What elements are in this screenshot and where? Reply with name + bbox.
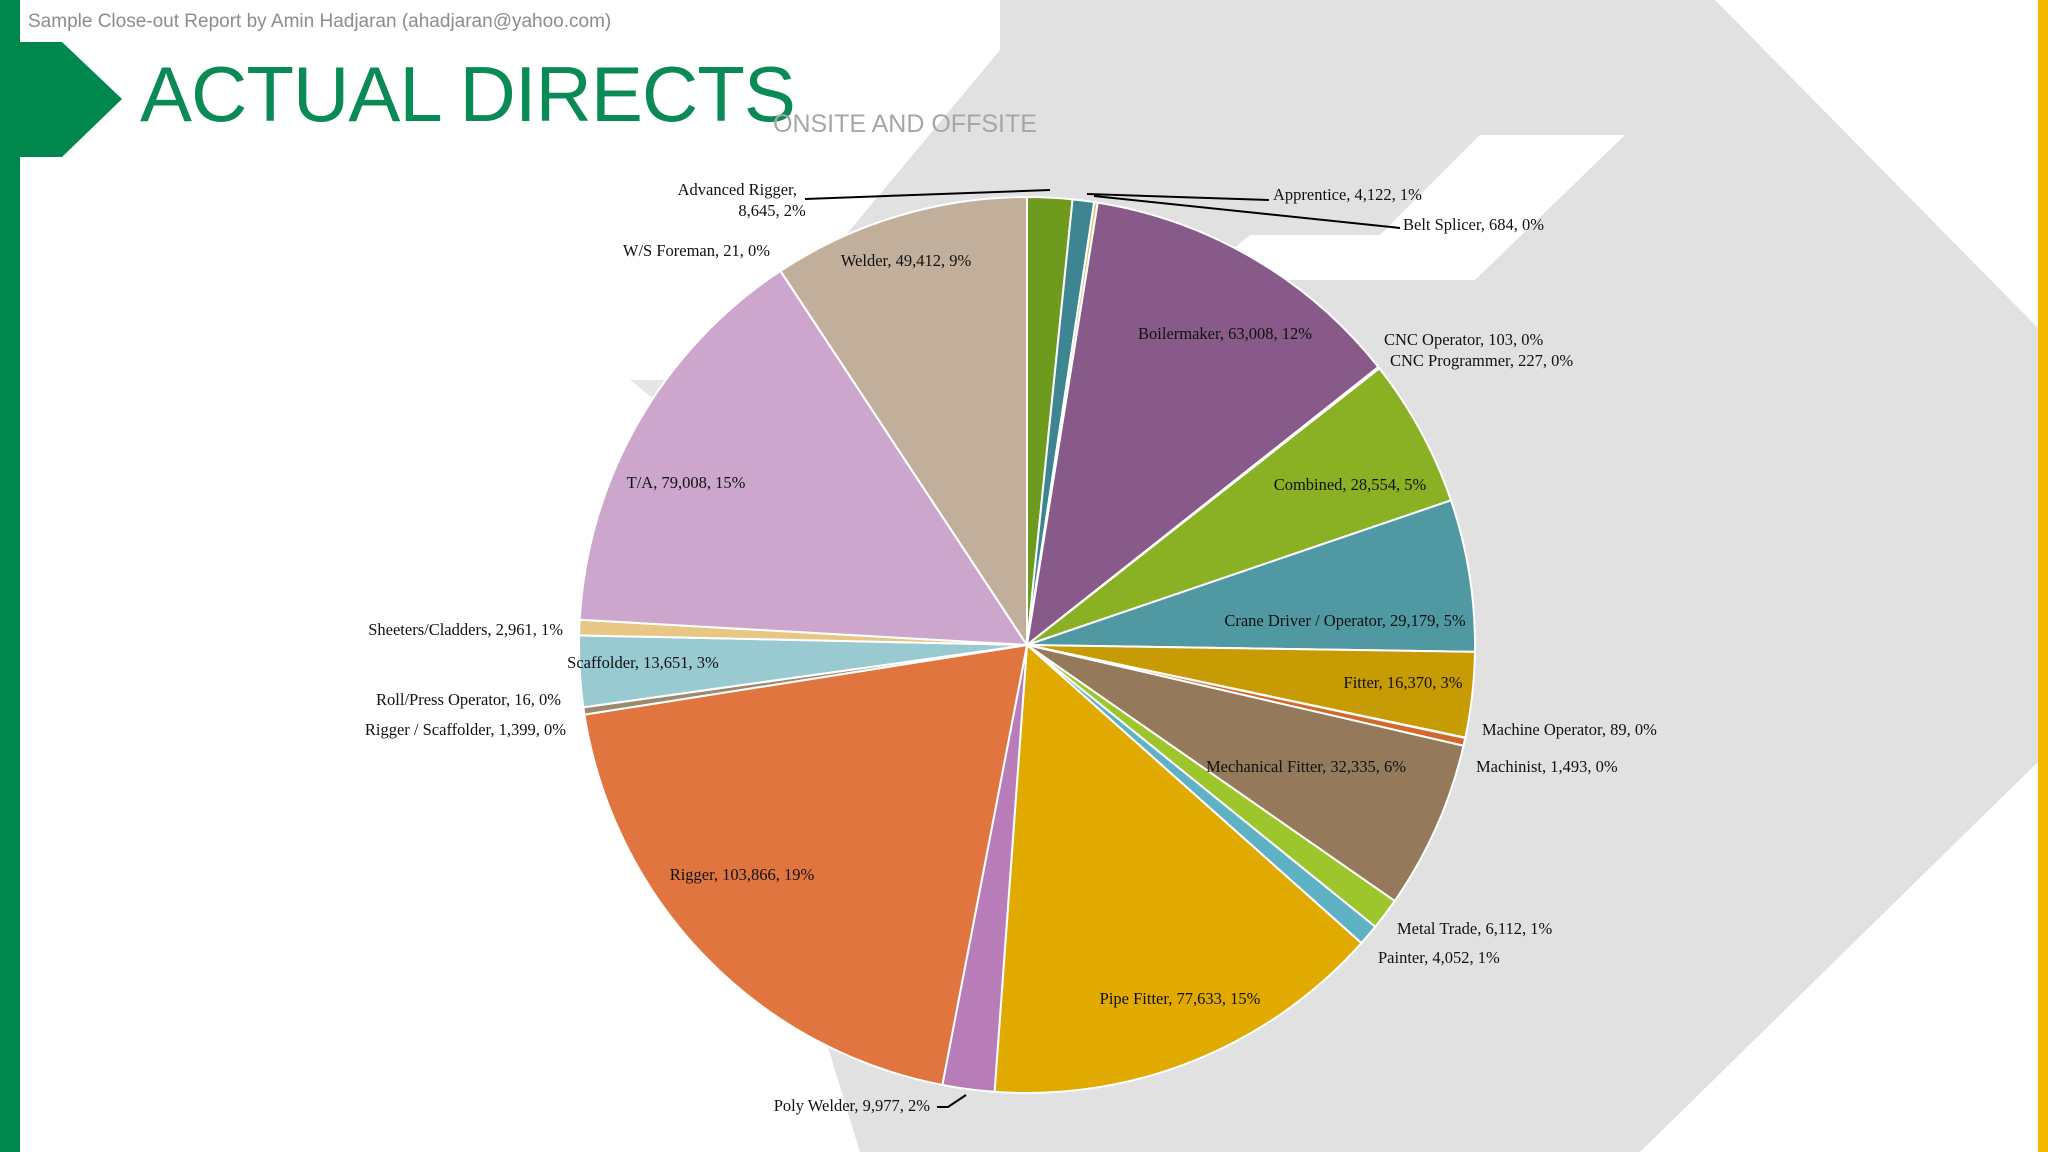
slice-label: Poly Welder, 9,977, 2% xyxy=(774,1096,931,1115)
slice-label: Apprentice, 4,122, 1% xyxy=(1273,185,1422,204)
accent-edge-stripe xyxy=(2038,0,2048,1152)
slice-labels: Advanced Rigger, 8,645, 2% Apprentice, 4,1… xyxy=(365,180,1657,1115)
pie-slices xyxy=(578,195,1476,1094)
slice-label: T/A, 79,008, 15% xyxy=(627,473,746,492)
pie-slice-crane-driver-operator xyxy=(1026,499,1476,653)
slice-label: Pipe Fitter, 77,633, 15% xyxy=(1100,989,1261,1008)
slice-label: CNC Operator, 103, 0% xyxy=(1384,330,1544,349)
slice-label: Painter, 4,052, 1% xyxy=(1378,948,1500,967)
label-leader-lines xyxy=(804,189,1401,1108)
slice-label: Rigger / Scaffolder, 1,399, 0% xyxy=(365,720,566,739)
slice-label: Advanced Rigger, 8,645, 2% xyxy=(678,180,806,220)
pie-slice-combined xyxy=(1026,366,1453,646)
slice-label: Sheeters/Cladders, 2,961, 1% xyxy=(368,620,563,639)
slice-label: Crane Driver / Operator, 29,179, 5% xyxy=(1224,611,1466,630)
slice-label: Machinist, 1,493, 0% xyxy=(1476,757,1618,776)
chevron-arrow-icon xyxy=(20,42,122,157)
leader-line xyxy=(804,189,1051,200)
slice-label: Scaffolder, 13,651, 3% xyxy=(567,653,719,672)
leader-line xyxy=(1093,195,1401,229)
slice-label: CNC Programmer, 227, 0% xyxy=(1390,351,1573,370)
slice-label: W/S Foreman, 21, 0% xyxy=(623,241,770,260)
slice-label: Machine Operator, 89, 0% xyxy=(1482,720,1657,739)
slice-label: Metal Trade, 6,112, 1% xyxy=(1397,919,1552,938)
brand-sidebar-stripe xyxy=(0,0,20,1152)
slice-label: Rigger, 103,866, 19% xyxy=(670,865,815,884)
slice-label: Fitter, 16,370, 3% xyxy=(1344,673,1463,692)
slice-label: Boilermaker, 63,008, 12% xyxy=(1138,324,1312,343)
leader-line xyxy=(1086,193,1270,201)
pie-slice-boilermaker xyxy=(1025,201,1380,648)
pie-slice-pipe-fitter xyxy=(993,642,1363,1094)
pie-slice-t-a xyxy=(578,269,1029,647)
page-subtitle: ONSITE AND OFFSITE xyxy=(773,110,1037,138)
pie-slice-rigger xyxy=(583,643,1029,1087)
pie-slice-welder xyxy=(779,195,1028,649)
slice-label: Roll/Press Operator, 16, 0% xyxy=(376,690,561,709)
slice-label: Combined, 28,554, 5% xyxy=(1274,475,1427,494)
pie-slice-mechanical-fitter xyxy=(1026,644,1465,903)
slice-label: Mechanical Fitter, 32,335, 6% xyxy=(1206,757,1406,776)
page-title: ACTUAL DIRECTS xyxy=(140,50,796,138)
leader-line xyxy=(937,1094,967,1108)
report-attribution: Sample Close-out Report by Amin Hadjaran… xyxy=(28,11,612,32)
slice-label: Belt Splicer, 684, 0% xyxy=(1403,215,1544,234)
slice-label: Welder, 49,412, 9% xyxy=(841,251,972,270)
